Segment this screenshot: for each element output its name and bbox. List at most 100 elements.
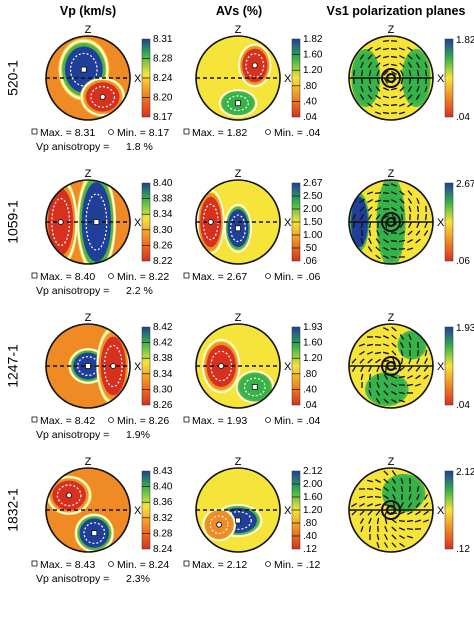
- polarization-tick: [367, 510, 373, 516]
- polarization-tick: [376, 541, 380, 549]
- polarization-tick: [374, 47, 382, 51]
- vp-anisotropy-label: Vp anisotropy =: [36, 573, 109, 585]
- contour-line-dashed: [69, 52, 98, 87]
- sample-id-label: 1247-1: [5, 344, 21, 388]
- polarization-tick: [415, 374, 421, 380]
- polarization-tick: [359, 366, 365, 372]
- color-scale-bar: [141, 470, 151, 550]
- scale-tick-label: 8.32: [153, 513, 173, 524]
- polarization-tick: [375, 358, 381, 364]
- polarization-tick: [423, 494, 429, 500]
- polarization-tick: [382, 47, 390, 51]
- scale-tick-label: 8.34: [153, 209, 173, 220]
- min-symbol: [108, 561, 114, 567]
- polarization-tick: [351, 358, 357, 364]
- scale-tick-label: 8.36: [153, 497, 173, 508]
- polarization-tick: [407, 510, 413, 516]
- polarization-tick: [400, 213, 404, 221]
- color-scale-bar: [444, 182, 454, 262]
- polarization-tick: [375, 510, 381, 516]
- vp-max-label: Max. = 8.43: [40, 559, 95, 571]
- axis-x-label: X: [437, 217, 445, 229]
- contour-line-dashed: [90, 86, 116, 108]
- scale-tick-label: 8.28: [153, 54, 173, 65]
- polarization-tick: [368, 69, 372, 77]
- polarization-tick: [382, 95, 390, 99]
- polarization-tick: [400, 69, 404, 77]
- polarization-tick: [398, 47, 406, 51]
- polarization-tick: [406, 519, 414, 523]
- polarization-tick: [359, 94, 365, 100]
- vp-anisotropy-value: 1.8 %: [126, 141, 153, 153]
- scale-tick-label: 2.00: [303, 479, 323, 490]
- max-symbol: [31, 272, 38, 279]
- scale-tick-label: 2.50: [303, 191, 323, 202]
- polarization-tick: [407, 230, 413, 236]
- scale-tick-label: 1.00: [303, 230, 323, 241]
- polarization-tick: [383, 255, 389, 259]
- max-marker: [235, 517, 241, 524]
- pole-figure-outline: [195, 323, 281, 409]
- polarization-tick: [366, 191, 374, 195]
- max-marker: [80, 66, 87, 73]
- scale-tick-label: 2.00: [303, 204, 323, 215]
- polarization-tick: [424, 221, 428, 229]
- polarization-tick: [360, 69, 364, 77]
- axis-z-label: Z: [85, 312, 92, 324]
- polarization-tick: [374, 335, 382, 339]
- contour-region: [367, 374, 406, 404]
- polarization-tick: [400, 502, 404, 508]
- polarization-tick: [392, 494, 396, 500]
- pole-figure-outline: [45, 179, 131, 265]
- scale-tick-label: 8.43: [153, 466, 173, 477]
- scale-tick-label: 8.34: [153, 369, 173, 380]
- polarization-tick: [351, 510, 357, 516]
- polarization-tick: [400, 349, 404, 357]
- sample-row: 1059-1 Z X 8.40 8.38 8.34 8.30 8.26 8.22 Z X 2.67 2.…: [5, 168, 474, 297]
- polarization-tick: [408, 205, 412, 213]
- polarization-tick: [358, 343, 366, 347]
- scale-tick-label: 1.60: [303, 338, 323, 349]
- max-symbol: [31, 560, 38, 567]
- pole-figure-outline: [45, 323, 131, 409]
- min-marker: [218, 363, 225, 369]
- polarization-tick: [374, 496, 382, 498]
- scale-tick-label: 8.42: [153, 338, 173, 349]
- axis-z-label: Z: [235, 168, 242, 180]
- polarization-tick: [360, 237, 364, 245]
- polarization-tick: [360, 525, 364, 533]
- polarization-tick: [361, 77, 363, 85]
- vp-min-label: Min. = 8.22: [117, 271, 169, 283]
- axis-x-label: X: [134, 73, 142, 85]
- polarization-tick: [382, 103, 390, 107]
- polarization-tick: [424, 213, 428, 221]
- polarization-tick: [375, 398, 381, 404]
- polarization-tick: [366, 351, 374, 355]
- min-marker: [57, 219, 64, 225]
- polarization-tick: [416, 69, 420, 77]
- polarization-tick: [422, 519, 430, 523]
- polarization-tick: [390, 87, 398, 91]
- polarization-tick: [376, 77, 380, 85]
- avs-pole-figure: Z X 2.12 2.00 1.60 1.20 .80 .40 .12: [195, 456, 323, 555]
- polarization-tick: [382, 191, 390, 195]
- min-marker: [66, 492, 72, 499]
- scale-tick-label: 1.93: [303, 322, 323, 333]
- polarization-tick: [415, 54, 421, 60]
- vp-pole-figure: Z X 8.40 8.38 8.34 8.30 8.26 8.22: [45, 168, 173, 267]
- polarization-tick: [359, 510, 365, 516]
- color-scale-bar: [291, 326, 301, 406]
- scale-tick-label: 8.20: [153, 93, 173, 104]
- vs1-pole-figure: Z X 1.93 .04: [348, 312, 474, 411]
- polarization-tick: [399, 198, 405, 204]
- polarization-tick: [383, 374, 389, 380]
- polarization-tick: [352, 221, 356, 229]
- min-marker: [110, 363, 117, 369]
- min-symbol: [265, 561, 271, 567]
- color-scale-bar: [444, 38, 454, 118]
- contour-line-dashed: [224, 511, 252, 530]
- pole-figure-outline: [348, 323, 434, 409]
- scale-tick-label: 8.31: [153, 34, 173, 45]
- avs-min-label: Min. = .06: [274, 271, 321, 283]
- pole-figure-outline: [195, 35, 281, 121]
